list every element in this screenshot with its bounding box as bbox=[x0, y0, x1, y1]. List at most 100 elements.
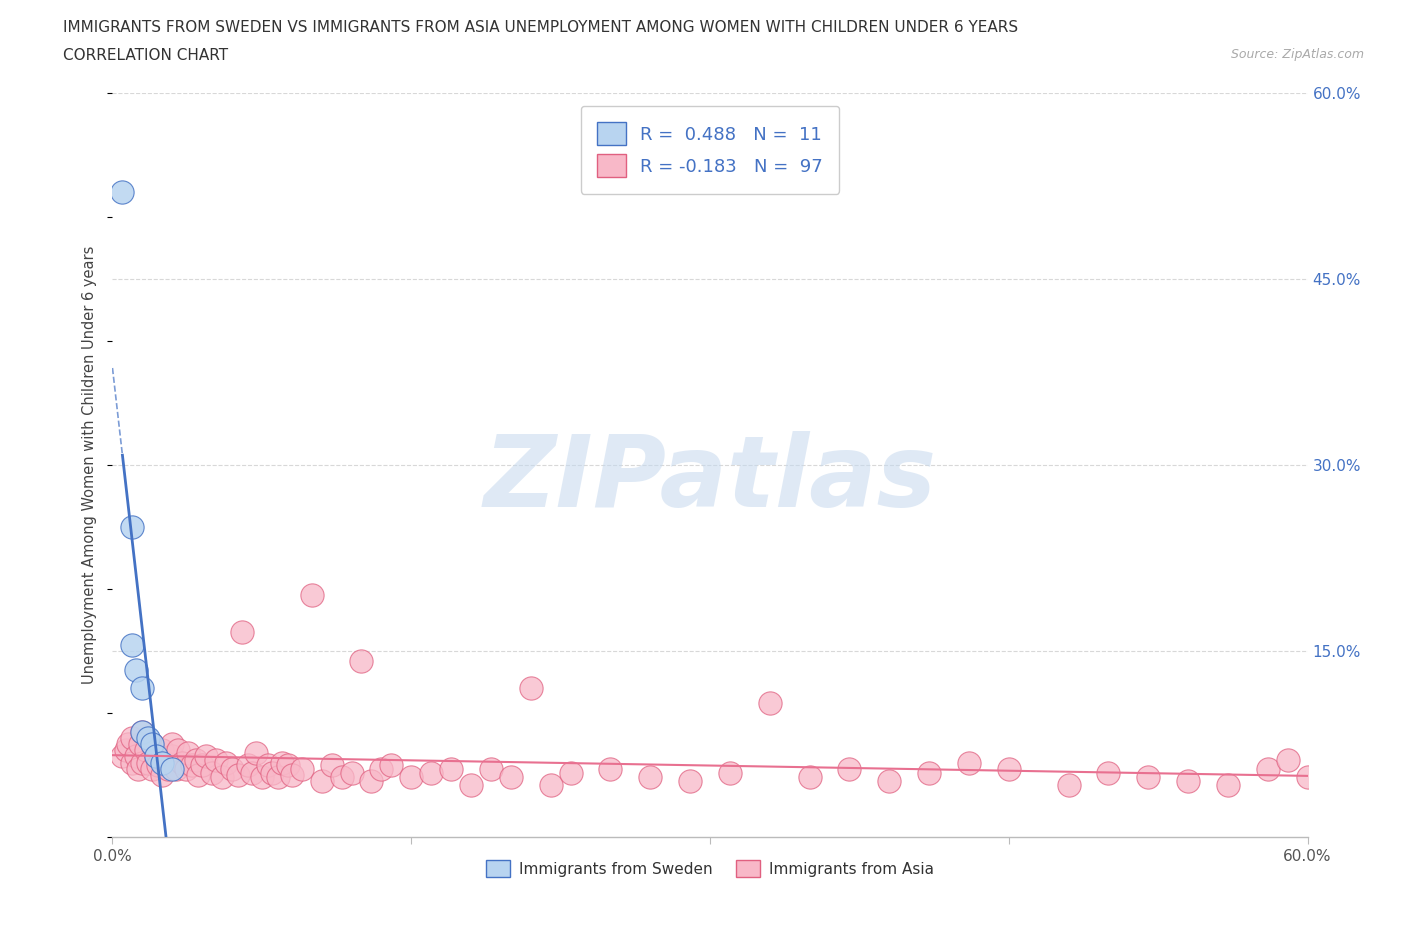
Point bbox=[1296, 770, 1319, 785]
Point bbox=[148, 758, 170, 773]
Point bbox=[401, 770, 423, 785]
Text: IMMIGRANTS FROM SWEDEN VS IMMIGRANTS FROM ASIA UNEMPLOYMENT AMONG WOMEN WITH CHI: IMMIGRANTS FROM SWEDEN VS IMMIGRANTS FRO… bbox=[63, 20, 1018, 35]
Point bbox=[640, 770, 662, 785]
Point bbox=[135, 743, 157, 758]
Point bbox=[111, 185, 134, 200]
Point bbox=[277, 758, 299, 773]
Point bbox=[360, 774, 382, 789]
Point bbox=[340, 765, 363, 780]
Point bbox=[131, 724, 153, 739]
Point bbox=[150, 767, 173, 782]
Point bbox=[291, 762, 314, 777]
Point bbox=[321, 758, 343, 773]
Point bbox=[499, 770, 522, 785]
Point bbox=[520, 681, 543, 696]
Point bbox=[121, 755, 143, 770]
Point bbox=[172, 755, 194, 770]
Point bbox=[129, 737, 152, 751]
Point bbox=[181, 758, 204, 773]
Point bbox=[350, 654, 373, 669]
Point bbox=[370, 762, 392, 777]
Point bbox=[257, 758, 280, 773]
Point bbox=[918, 765, 941, 780]
Point bbox=[215, 755, 238, 770]
Point bbox=[281, 767, 304, 782]
Point bbox=[138, 730, 160, 745]
Text: CORRELATION CHART: CORRELATION CHART bbox=[63, 48, 228, 63]
Point bbox=[145, 749, 167, 764]
Point bbox=[260, 765, 283, 780]
Point bbox=[231, 625, 253, 640]
Point bbox=[838, 762, 860, 777]
Point bbox=[125, 749, 148, 764]
Point bbox=[174, 762, 197, 777]
Legend: Immigrants from Sweden, Immigrants from Asia: Immigrants from Sweden, Immigrants from … bbox=[479, 854, 941, 883]
Point bbox=[117, 737, 139, 751]
Point bbox=[560, 765, 582, 780]
Point bbox=[177, 745, 200, 760]
Point bbox=[1277, 752, 1299, 767]
Point bbox=[245, 745, 267, 760]
Point bbox=[186, 752, 208, 767]
Point bbox=[162, 737, 183, 751]
Text: Source: ZipAtlas.com: Source: ZipAtlas.com bbox=[1230, 48, 1364, 61]
Point bbox=[679, 774, 702, 789]
Point bbox=[440, 762, 463, 777]
Point bbox=[150, 755, 173, 770]
Point bbox=[270, 755, 292, 770]
Point bbox=[157, 762, 180, 777]
Point bbox=[121, 520, 143, 535]
Point bbox=[111, 749, 134, 764]
Point bbox=[121, 730, 143, 745]
Point bbox=[460, 777, 482, 792]
Point bbox=[1216, 777, 1239, 792]
Y-axis label: Unemployment Among Women with Children Under 6 years: Unemployment Among Women with Children U… bbox=[82, 246, 97, 684]
Point bbox=[599, 762, 621, 777]
Point bbox=[141, 737, 163, 751]
Point bbox=[1257, 762, 1279, 777]
Point bbox=[205, 752, 228, 767]
Point bbox=[1137, 770, 1160, 785]
Point bbox=[759, 696, 782, 711]
Point bbox=[799, 770, 821, 785]
Point bbox=[195, 749, 218, 764]
Point bbox=[226, 767, 249, 782]
Point bbox=[187, 767, 209, 782]
Point bbox=[167, 743, 190, 758]
Point bbox=[380, 758, 402, 773]
Text: ZIPatlas: ZIPatlas bbox=[484, 432, 936, 528]
Point bbox=[718, 765, 741, 780]
Point bbox=[115, 743, 138, 758]
Point bbox=[1097, 765, 1119, 780]
Point bbox=[879, 774, 901, 789]
Point bbox=[998, 762, 1021, 777]
Point bbox=[1057, 777, 1080, 792]
Point bbox=[330, 770, 353, 785]
Point bbox=[127, 762, 149, 777]
Point bbox=[240, 765, 263, 780]
Point bbox=[131, 681, 153, 696]
Point bbox=[479, 762, 502, 777]
Point bbox=[125, 662, 148, 677]
Point bbox=[155, 755, 177, 770]
Point bbox=[165, 762, 187, 777]
Point bbox=[301, 588, 323, 603]
Point bbox=[121, 637, 143, 652]
Point bbox=[131, 755, 153, 770]
Point bbox=[162, 749, 183, 764]
Point bbox=[138, 755, 160, 770]
Point bbox=[191, 758, 214, 773]
Point bbox=[201, 765, 224, 780]
Point bbox=[162, 762, 183, 777]
Point bbox=[131, 724, 153, 739]
Point bbox=[311, 774, 333, 789]
Point bbox=[1177, 774, 1199, 789]
Point bbox=[540, 777, 562, 792]
Point bbox=[420, 765, 443, 780]
Point bbox=[150, 743, 173, 758]
Point bbox=[250, 770, 273, 785]
Point bbox=[957, 755, 980, 770]
Point bbox=[141, 762, 163, 777]
Point bbox=[236, 758, 259, 773]
Point bbox=[267, 770, 290, 785]
